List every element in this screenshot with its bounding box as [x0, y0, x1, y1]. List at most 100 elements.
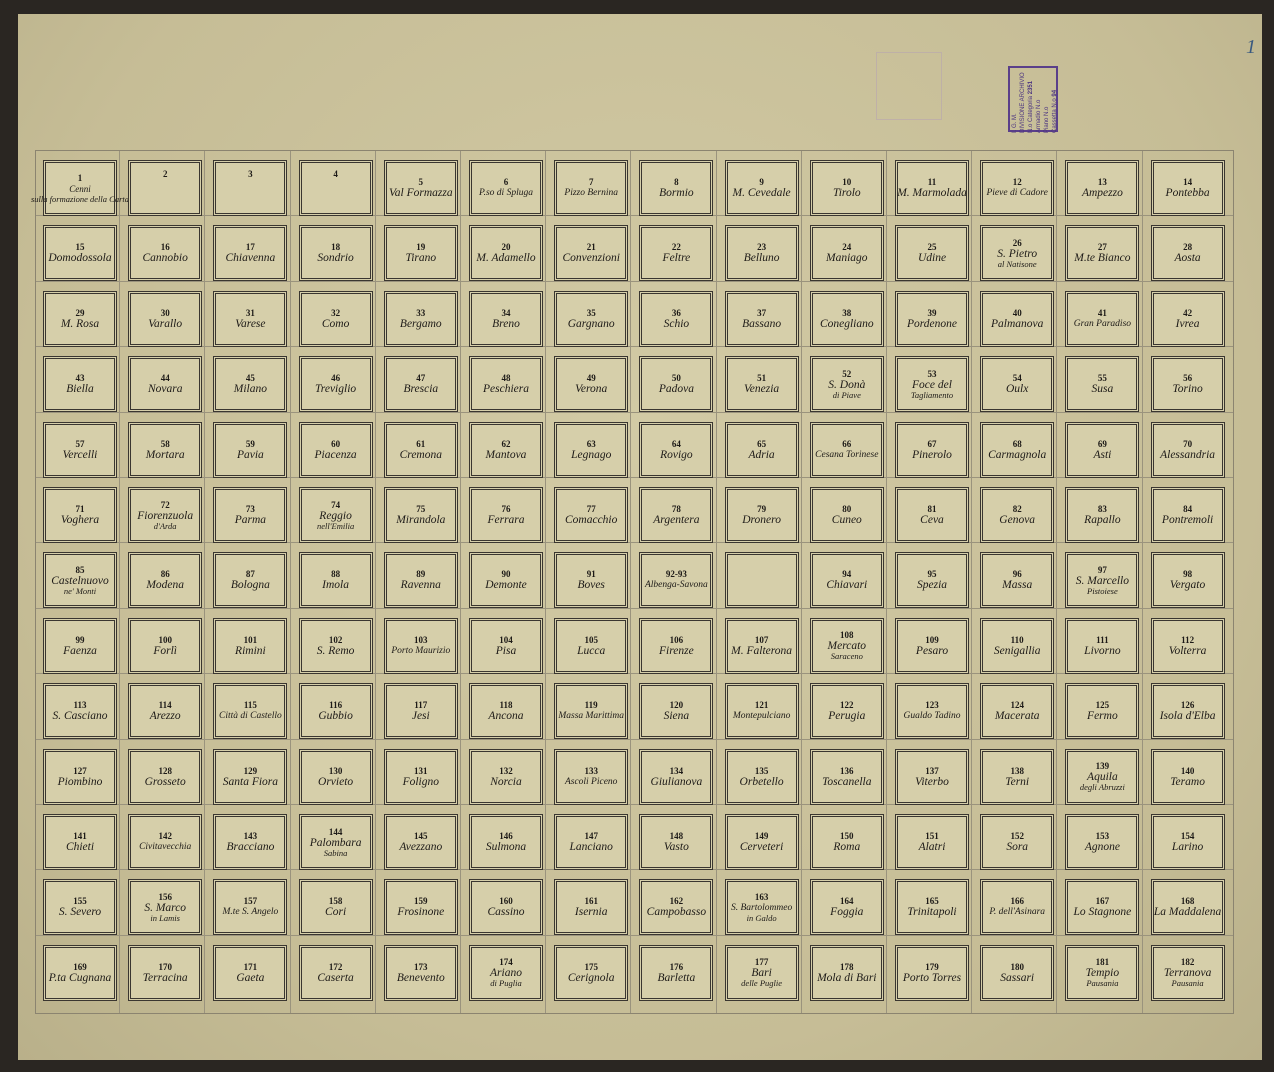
sheet-cell[interactable]: 148 Vasto: [639, 814, 714, 870]
sheet-cell[interactable]: 43 Biella: [43, 356, 117, 413]
sheet-cell[interactable]: 122 Perugia: [809, 683, 884, 740]
sheet-cell[interactable]: 97 S. Marcello Pistoiese: [1065, 552, 1140, 609]
sheet-cell[interactable]: 157 M.te S. Angelo: [213, 879, 288, 936]
sheet-cell[interactable]: 21 Convenzioni: [554, 225, 629, 282]
sheet-cell[interactable]: 39 Pordenone: [895, 290, 969, 347]
sheet-cell[interactable]: 9 M. Cevedale: [724, 160, 799, 216]
sheet-cell[interactable]: 151 Alatri: [895, 814, 969, 870]
sheet-cell[interactable]: 79 Dronero: [724, 487, 799, 543]
sheet-cell[interactable]: 2: [128, 160, 203, 216]
sheet-cell[interactable]: 117 Jesi: [383, 683, 458, 740]
sheet-cell[interactable]: 74 Reggio nell'Emilia: [298, 487, 373, 543]
sheet-cell[interactable]: 94 Chiavari: [809, 552, 884, 609]
sheet-cell[interactable]: 61 Cremona: [383, 421, 458, 478]
sheet-cell[interactable]: 38 Conegliano: [809, 290, 884, 347]
sheet-cell[interactable]: 84 Pontremoli: [1150, 487, 1225, 543]
sheet-cell[interactable]: 172 Caserta: [298, 944, 373, 1001]
sheet-cell[interactable]: 150 Roma: [809, 814, 884, 870]
sheet-cell[interactable]: 27 M.te Bianco: [1065, 225, 1140, 282]
sheet-cell[interactable]: 31 Varese: [213, 290, 288, 347]
sheet-cell[interactable]: 34 Breno: [469, 290, 543, 347]
sheet-cell[interactable]: 80 Cuneo: [809, 487, 884, 543]
sheet-cell[interactable]: 113 S. Casciano: [43, 683, 117, 740]
sheet-cell[interactable]: 159 Frosinone: [383, 879, 458, 936]
sheet-cell[interactable]: 170 Terracina: [128, 944, 203, 1001]
sheet-cell[interactable]: 179 Porto Torres: [895, 944, 969, 1001]
sheet-cell[interactable]: 135 Orbetello: [724, 748, 799, 805]
sheet-cell[interactable]: 17 Chiavenna: [213, 225, 288, 282]
sheet-cell[interactable]: 72 Fiorenzuola d'Arda: [128, 487, 203, 543]
sheet-cell[interactable]: 146 Sulmona: [469, 814, 543, 870]
sheet-cell[interactable]: 8 Bormio: [639, 160, 714, 216]
sheet-cell[interactable]: 42 Ivrea: [1150, 290, 1225, 347]
sheet-cell[interactable]: 165 Trinitapoli: [895, 879, 969, 936]
sheet-cell[interactable]: 6 P.so di Spluga: [469, 160, 543, 216]
sheet-cell[interactable]: 182 Terranova Pausania: [1150, 944, 1225, 1001]
sheet-cell[interactable]: 145 Avezzano: [383, 814, 458, 870]
sheet-cell[interactable]: 177 Bari delle Puglie: [724, 944, 799, 1001]
sheet-cell[interactable]: 121 Montepulciano: [724, 683, 799, 740]
sheet-cell[interactable]: 20 M. Adamello: [469, 225, 543, 282]
sheet-cell[interactable]: 55 Susa: [1065, 356, 1140, 413]
sheet-cell[interactable]: 47 Brescia: [383, 356, 458, 413]
sheet-cell[interactable]: 83 Rapallo: [1065, 487, 1140, 543]
sheet-cell[interactable]: 108 Mercato Saraceno: [809, 617, 884, 674]
sheet-cell[interactable]: 58 Mortara: [128, 421, 203, 478]
sheet-cell[interactable]: 35 Gargnano: [554, 290, 629, 347]
sheet-cell[interactable]: 19 Tirano: [383, 225, 458, 282]
sheet-cell[interactable]: 86 Modena: [128, 552, 203, 609]
sheet-cell[interactable]: 90 Demonte: [469, 552, 543, 609]
sheet-cell[interactable]: 131 Foligno: [383, 748, 458, 805]
sheet-cell[interactable]: 66 Cesana Torinese: [809, 421, 884, 478]
sheet-cell[interactable]: 89 Ravenna: [383, 552, 458, 609]
sheet-cell[interactable]: 138 Terni: [980, 748, 1055, 805]
sheet-cell[interactable]: 46 Treviglio: [298, 356, 373, 413]
sheet-cell[interactable]: [724, 552, 799, 609]
sheet-cell[interactable]: 110 Senigallia: [980, 617, 1055, 674]
sheet-cell[interactable]: 120 Siena: [639, 683, 714, 740]
sheet-cell[interactable]: 153 Agnone: [1065, 814, 1140, 870]
sheet-cell[interactable]: 168 La Maddalena: [1150, 879, 1225, 936]
sheet-cell[interactable]: 125 Fermo: [1065, 683, 1140, 740]
sheet-cell[interactable]: 155 S. Severo: [43, 879, 117, 936]
sheet-cell[interactable]: 51 Venezia: [724, 356, 799, 413]
sheet-cell[interactable]: 57 Vercelli: [43, 421, 117, 478]
sheet-cell[interactable]: 23 Belluno: [724, 225, 799, 282]
sheet-cell[interactable]: 158 Cori: [298, 879, 373, 936]
sheet-cell[interactable]: 91 Boves: [554, 552, 629, 609]
sheet-cell[interactable]: 1 Cenni sulla formazione della Carta: [31, 160, 129, 216]
sheet-cell[interactable]: 29 M. Rosa: [43, 290, 117, 347]
sheet-cell[interactable]: 106 Firenze: [639, 617, 714, 674]
sheet-cell[interactable]: 68 Carmagnola: [980, 421, 1055, 478]
sheet-cell[interactable]: 154 Larino: [1150, 814, 1225, 870]
sheet-cell[interactable]: 73 Parma: [213, 487, 288, 543]
sheet-cell[interactable]: 24 Maniago: [809, 225, 884, 282]
sheet-cell[interactable]: 181 Tempio Pausania: [1065, 944, 1140, 1001]
sheet-cell[interactable]: 25 Udine: [895, 225, 969, 282]
sheet-cell[interactable]: 174 Ariano di Puglia: [469, 944, 543, 1001]
sheet-cell[interactable]: 3: [213, 160, 288, 216]
sheet-cell[interactable]: 59 Pavia: [213, 421, 288, 478]
sheet-cell[interactable]: 48 Peschiera: [469, 356, 543, 413]
sheet-cell[interactable]: 37 Bassano: [724, 290, 799, 347]
sheet-cell[interactable]: 176 Barletta: [639, 944, 714, 1001]
sheet-cell[interactable]: 96 Massa: [980, 552, 1055, 609]
sheet-cell[interactable]: 100 Forlì: [128, 617, 203, 674]
sheet-cell[interactable]: 49 Verona: [554, 356, 629, 413]
sheet-cell[interactable]: 75 Mirandola: [383, 487, 458, 543]
sheet-cell[interactable]: 78 Argentera: [639, 487, 714, 543]
sheet-cell[interactable]: 12 Pieve di Cadore: [980, 160, 1055, 216]
sheet-cell[interactable]: 149 Cerveteri: [724, 814, 799, 870]
sheet-cell[interactable]: 115 Città di Castello: [213, 683, 288, 740]
sheet-cell[interactable]: 126 Isola d'Elba: [1150, 683, 1225, 740]
sheet-cell[interactable]: 14 Pontebba: [1150, 160, 1225, 216]
sheet-cell[interactable]: 5 Val Formazza: [383, 160, 458, 216]
sheet-cell[interactable]: 71 Voghera: [43, 487, 117, 543]
sheet-cell[interactable]: 129 Santa Fiora: [213, 748, 288, 805]
sheet-cell[interactable]: 41 Gran Paradiso: [1065, 290, 1140, 347]
sheet-cell[interactable]: 160 Cassino: [469, 879, 543, 936]
sheet-cell[interactable]: 50 Padova: [639, 356, 714, 413]
sheet-cell[interactable]: 10 Tirolo: [809, 160, 884, 216]
sheet-cell[interactable]: 53 Foce del Tagliamento: [895, 356, 969, 413]
sheet-cell[interactable]: 101 Rimini: [213, 617, 288, 674]
